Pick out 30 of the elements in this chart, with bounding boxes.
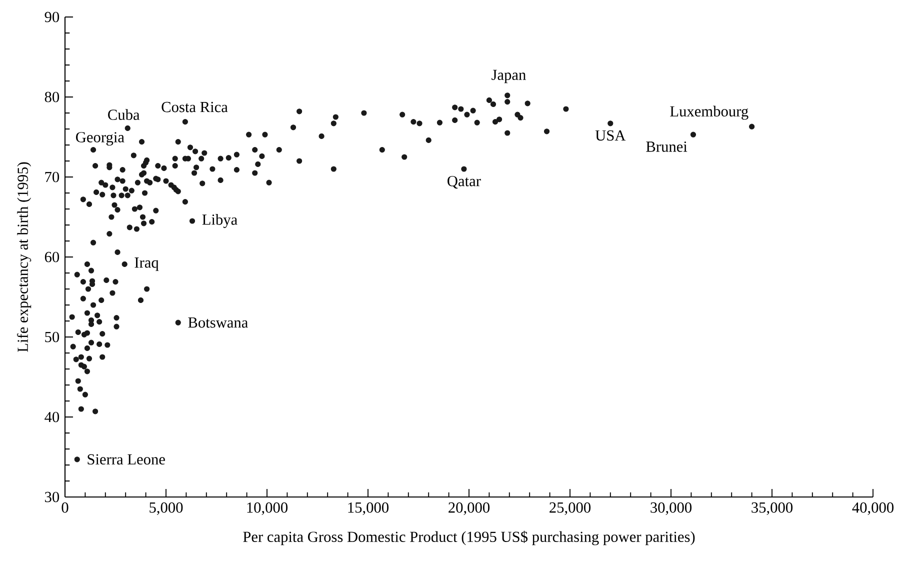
- x-axis-title: Per capita Gross Domestic Product (1995 US$ purchasing power parities): [243, 530, 695, 546]
- annotation: Iraq: [134, 258, 159, 271]
- x-tick-label: 30,000: [650, 502, 692, 515]
- annotation: Sierra Leone: [88, 454, 165, 465]
- annotation: Brunei: [646, 142, 688, 152]
- x-tick-label: 10,000: [247, 502, 288, 515]
- annotation: Qatar: [448, 176, 481, 189]
- x-tick-label: 40,000: [852, 502, 894, 515]
- x-tick-label: 0: [62, 502, 68, 513]
- y-tick-label: 30: [45, 492, 60, 502]
- annotation: Botswana: [188, 318, 248, 328]
- y-tick-label: 60: [44, 252, 60, 262]
- x-tick-label: 5,000: [150, 502, 183, 515]
- annotation: Costa Rica: [162, 102, 228, 112]
- y-tick-label: 90: [44, 12, 60, 22]
- y-axis-title: Life expectancy at birth (1995): [17, 162, 32, 352]
- y-tick-label: 40: [44, 412, 60, 422]
- annotation: Japan: [492, 70, 526, 84]
- x-tick-label: 20,000: [448, 502, 490, 515]
- annotation: USA: [595, 130, 626, 141]
- annotation: Georgia: [76, 132, 124, 146]
- annotation: Luxembourg: [670, 106, 748, 120]
- x-tick-label: 25,000: [550, 502, 591, 515]
- x-tick-label: 15,000: [348, 502, 389, 515]
- annotation: Libya: [202, 214, 238, 228]
- x-tick-label: 35,000: [752, 502, 793, 515]
- y-tick-label: 50: [45, 332, 60, 342]
- y-tick-label: 80: [44, 92, 60, 102]
- y-tick-label: 70: [45, 172, 60, 182]
- annotation: Cuba: [108, 109, 140, 120]
